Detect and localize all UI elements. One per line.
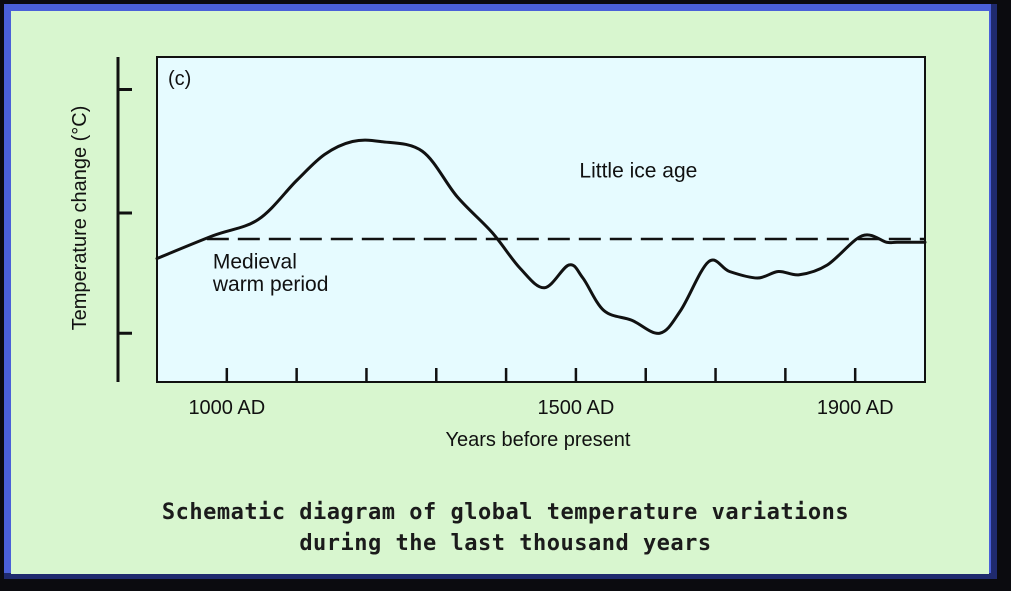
caption-line-2: during the last thousand years [299, 531, 712, 556]
y-axis-label: Temperature change (°C) [69, 106, 91, 331]
panel-label: (c) [168, 68, 191, 90]
annotation-medieval: Medieval [213, 250, 297, 273]
caption-line-1: Schematic diagram of global temperature … [161, 500, 850, 525]
annotation-warm-period: warm period [212, 273, 329, 296]
plot-area [156, 56, 926, 383]
y-axis [116, 57, 132, 382]
temperature-series-line [155, 138, 927, 335]
annotation-little-ice-age: Little ice age [579, 159, 697, 182]
x-tick-label-1500: 1500 AD [538, 397, 615, 419]
x-tick-label-1900: 1900 AD [817, 397, 894, 419]
x-axis-ticks: 1000 AD 1500 AD 1900 AD [188, 368, 894, 419]
x-tick-label-1000: 1000 AD [188, 397, 265, 419]
x-axis-label: Years before present [446, 429, 631, 451]
